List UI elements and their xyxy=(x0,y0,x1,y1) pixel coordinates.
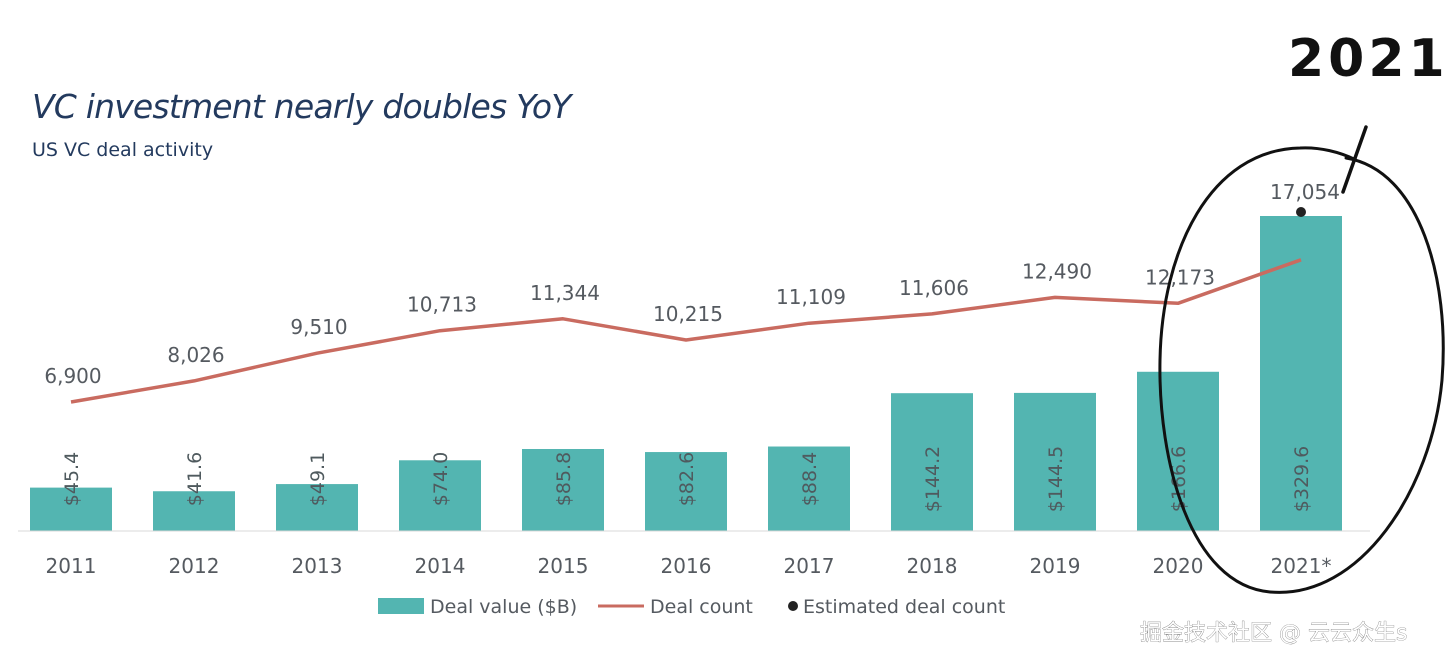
watermark: 掘金技术社区 @ 云云众生s xyxy=(1140,621,1407,646)
chart-subtitle: US VC deal activity xyxy=(32,139,213,161)
deal-count-label: 11,109 xyxy=(776,285,846,309)
x-tick-label: 2017 xyxy=(784,554,835,578)
x-tick-label: 2019 xyxy=(1030,554,1081,578)
bar-value-label: $49.1 xyxy=(307,452,329,506)
x-tick-label: 2015 xyxy=(538,554,589,578)
bar-2011 xyxy=(30,487,112,531)
line-layer xyxy=(70,207,1306,404)
bar-value-label: $329.6 xyxy=(1291,446,1313,512)
bar-2020 xyxy=(1137,371,1219,531)
chart-title: VC investment nearly doubles YoY xyxy=(32,87,574,126)
deal-count-label: 10,215 xyxy=(653,302,723,326)
bar-2017 xyxy=(768,446,850,531)
bar-2012 xyxy=(153,491,235,531)
x-tick-label: 2020 xyxy=(1153,554,1204,578)
legend-label-deal-count: Deal count xyxy=(650,596,753,618)
handwritten-2021: 2021 xyxy=(1288,29,1449,89)
bar-2013 xyxy=(276,484,358,531)
x-tick-label: 2018 xyxy=(907,554,958,578)
annotation-circle xyxy=(1158,146,1445,594)
bar-value-label: $82.6 xyxy=(676,452,698,506)
bar-value-label: $74.0 xyxy=(430,452,452,506)
handwritten-annotation: 2021 xyxy=(1158,29,1449,594)
bar-value-label: $88.4 xyxy=(799,452,821,506)
bar-value-label: $144.2 xyxy=(922,446,944,512)
bar-2019 xyxy=(1014,392,1096,531)
x-tick-label: 2014 xyxy=(415,554,466,578)
deal-count-label: 10,713 xyxy=(407,293,477,317)
deal-count-label: 9,510 xyxy=(290,315,347,339)
legend: Deal value ($B) Deal count Estimated dea… xyxy=(378,596,1005,618)
deal-count-label: 8,026 xyxy=(167,343,224,367)
legend-label-estimated: Estimated deal count xyxy=(803,596,1005,618)
x-tick-label: 2021* xyxy=(1271,554,1332,578)
labels-layer: $45.4 2011 6,900 $41.6 2012 8,026 $49.1 2013 9,5… xyxy=(44,180,1340,578)
x-tick-label: 2016 xyxy=(661,554,712,578)
bar-value-label: $45.4 xyxy=(61,452,83,506)
bar-2014 xyxy=(399,460,481,531)
bar-value-label: $144.5 xyxy=(1045,446,1067,512)
x-tick-label: 2011 xyxy=(46,554,97,578)
x-tick-label: 2012 xyxy=(169,554,220,578)
bar-value-label: $85.8 xyxy=(553,452,575,506)
deal-count-label: 11,606 xyxy=(899,276,969,300)
bar-value-label: $41.6 xyxy=(184,452,206,506)
bar-2015 xyxy=(522,449,604,531)
legend-swatch-estimated xyxy=(788,601,798,611)
bar-2016 xyxy=(645,452,727,531)
deal-count-label: 12,173 xyxy=(1145,265,1215,289)
legend-swatch-deal-value xyxy=(378,598,424,614)
deal-count-label: 6,900 xyxy=(44,364,101,388)
x-tick-label: 2013 xyxy=(292,554,343,578)
estimated-deal-count-point xyxy=(1296,207,1306,217)
deal-count-label: 11,344 xyxy=(530,281,600,305)
deal-count-line xyxy=(70,258,1302,404)
bar-2018 xyxy=(891,393,973,531)
bar-value-label: $166.6 xyxy=(1168,446,1190,512)
estimated-deal-count-label: 17,054 xyxy=(1270,180,1340,204)
legend-label-deal-value: Deal value ($B) xyxy=(430,596,577,618)
deal-count-label: 12,490 xyxy=(1022,259,1092,283)
